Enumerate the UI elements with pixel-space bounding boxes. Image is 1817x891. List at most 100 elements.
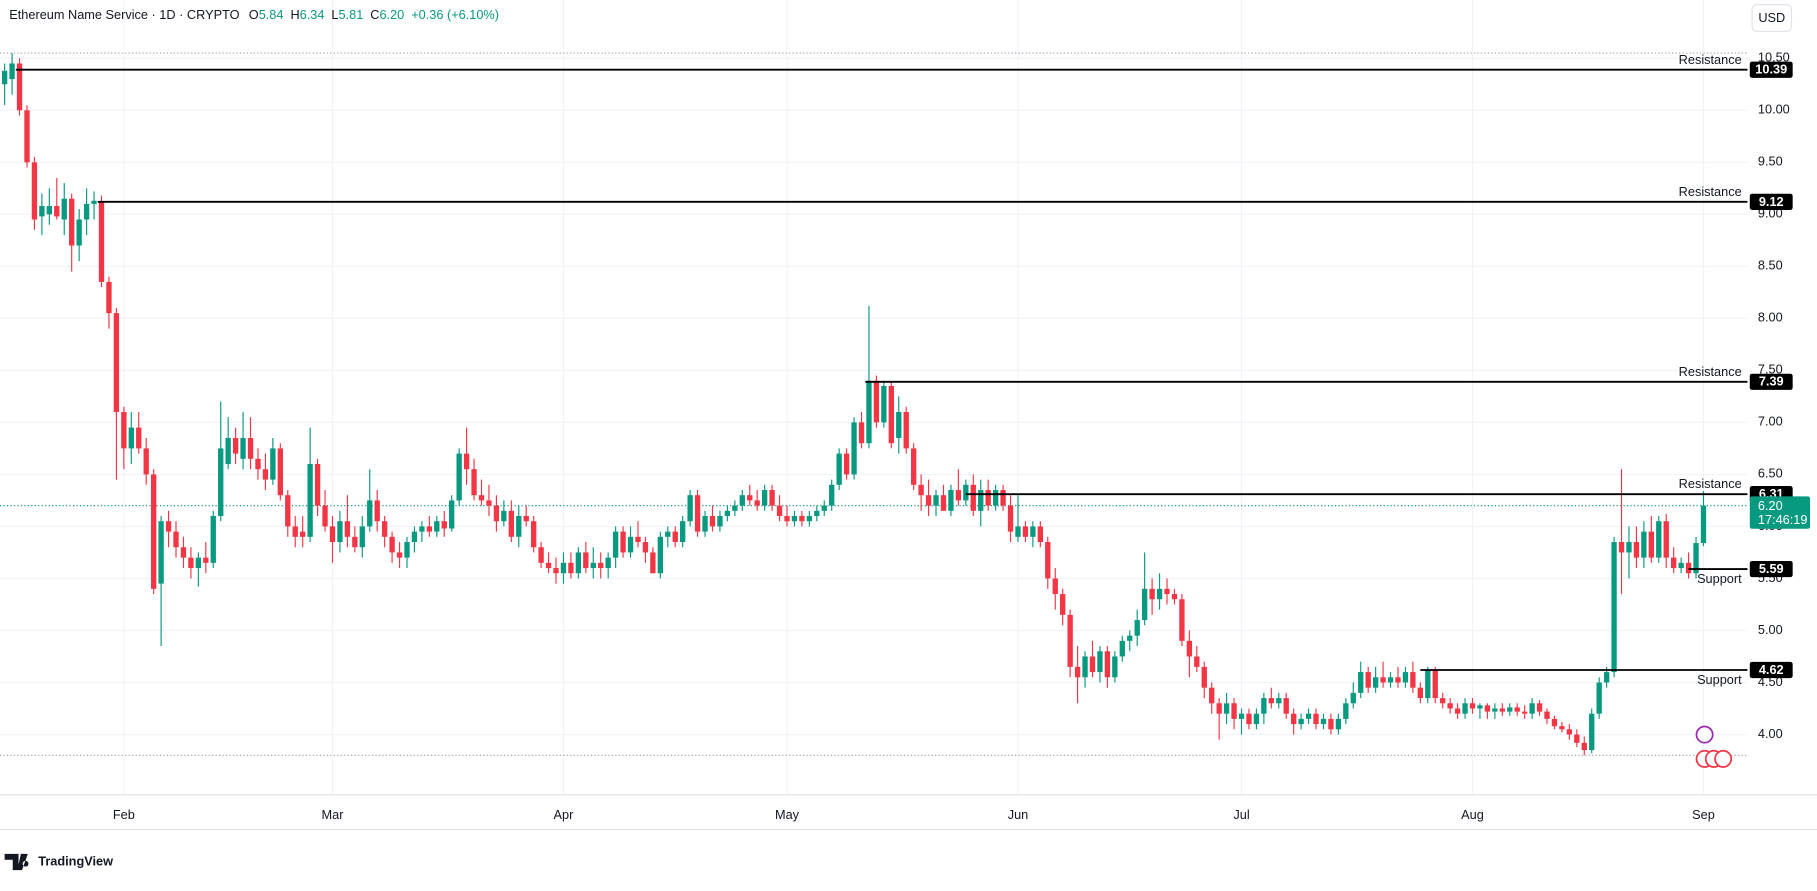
candle-body: [776, 505, 783, 517]
candle-body: [1037, 526, 1044, 543]
candle-body: [1328, 718, 1334, 730]
y-tick-label: 10.00: [1758, 102, 1790, 117]
y-tick-label: 10.50: [1758, 50, 1790, 65]
candle-body: [1276, 698, 1282, 704]
candle-body: [1410, 672, 1416, 688]
currency-button[interactable]: [1751, 4, 1793, 32]
candle-body: [627, 536, 634, 553]
level-badge: [1749, 560, 1793, 578]
x-tick-label: Mar: [322, 807, 345, 822]
candle-body: [1179, 599, 1185, 641]
overlay: 4.004.505.005.506.006.507.007.508.008.50…: [15, 50, 1811, 741]
candle-body: [709, 516, 716, 527]
candle-body: [456, 453, 462, 501]
candle-body: [463, 453, 470, 470]
candle-body: [896, 411, 902, 438]
candle-body: [1030, 526, 1036, 537]
candle-body: [113, 313, 120, 412]
candle-body: [1015, 526, 1021, 537]
candle-body: [136, 427, 142, 449]
x-tick-label: Feb: [113, 807, 135, 822]
candle-body: [1574, 734, 1580, 743]
candle-body: [873, 380, 880, 423]
candle-body: [1589, 713, 1595, 751]
ohlc-value: 5.84: [259, 8, 284, 23]
candle-body: [843, 453, 850, 475]
currency-label[interactable]: USD: [1758, 10, 1785, 25]
candle-body: [91, 200, 97, 204]
level-badge: [1749, 61, 1793, 78]
candle-body: [1700, 505, 1707, 544]
candle-body: [1089, 656, 1096, 673]
candle-body: [1395, 677, 1401, 683]
candle-body: [1298, 718, 1304, 725]
candle-body: [352, 536, 358, 548]
candle-body: [1097, 651, 1103, 673]
candle-body: [1551, 718, 1558, 727]
x-tick-label: Apr: [554, 807, 575, 822]
candle-body: [1052, 578, 1058, 595]
level-note: Resistance: [1679, 364, 1742, 379]
candle-body: [39, 205, 45, 217]
candle-body: [1268, 698, 1274, 704]
current-price-label: 6.20: [1758, 498, 1783, 513]
candle-body: [277, 448, 283, 496]
candle-body: [911, 448, 917, 485]
candle-body: [247, 437, 254, 459]
candle-body: [1611, 542, 1617, 673]
symbol-title: Ethereum Name Service · 1D · CRYPTO: [9, 8, 239, 23]
candle-body: [1320, 718, 1327, 725]
x-tick-label: Aug: [1461, 807, 1484, 822]
candle-body: [665, 531, 671, 537]
candle-body: [784, 516, 790, 522]
candle-body: [404, 542, 410, 558]
candle-body: [1022, 526, 1029, 537]
level-badge: [1749, 661, 1793, 679]
candle-body: [747, 495, 753, 501]
candle-body: [173, 531, 179, 548]
candle-body: [396, 552, 403, 558]
candle-body: [203, 557, 209, 563]
candle-body: [769, 490, 775, 506]
candle-body: [590, 562, 596, 569]
candle-body: [1201, 666, 1207, 688]
candle-body: [724, 510, 731, 517]
countdown: 17:46:19: [1758, 512, 1808, 527]
logo-mark: [4, 853, 29, 871]
candle-body: [530, 521, 537, 548]
candle-body: [963, 484, 969, 501]
candle-body: [61, 198, 67, 220]
candle-body: [1618, 542, 1625, 553]
candle-body: [799, 516, 805, 522]
candle-body: [985, 490, 991, 506]
candle-body: [1186, 640, 1193, 657]
candle-body: [732, 505, 738, 511]
candle-body: [642, 542, 649, 553]
candle-body: [657, 536, 663, 574]
candle-body: [620, 531, 626, 553]
candle-body: [605, 557, 611, 569]
candle-body: [486, 500, 492, 506]
candle-body: [1432, 669, 1438, 699]
candle-body: [568, 562, 574, 574]
candle-body: [635, 536, 641, 543]
x-tick-label: Jun: [1008, 807, 1029, 822]
candle-body: [337, 521, 343, 543]
candle-body: [508, 510, 514, 537]
candle-body: [225, 437, 231, 464]
candle-body: [1141, 588, 1148, 621]
candle-body: [739, 495, 745, 506]
grid: [0, 0, 1748, 795]
brand-logo: TradingView: [4, 853, 113, 871]
candle-body: [381, 521, 388, 537]
candle-body: [150, 474, 157, 589]
y-tick-label: 8.50: [1758, 258, 1783, 273]
candle-body: [300, 531, 306, 537]
candle-body: [1253, 713, 1260, 725]
candle-body: [806, 516, 813, 522]
candle-body: [955, 490, 962, 501]
candle-body: [1387, 677, 1394, 683]
candle-body: [143, 448, 149, 475]
candle-body: [1656, 521, 1662, 558]
